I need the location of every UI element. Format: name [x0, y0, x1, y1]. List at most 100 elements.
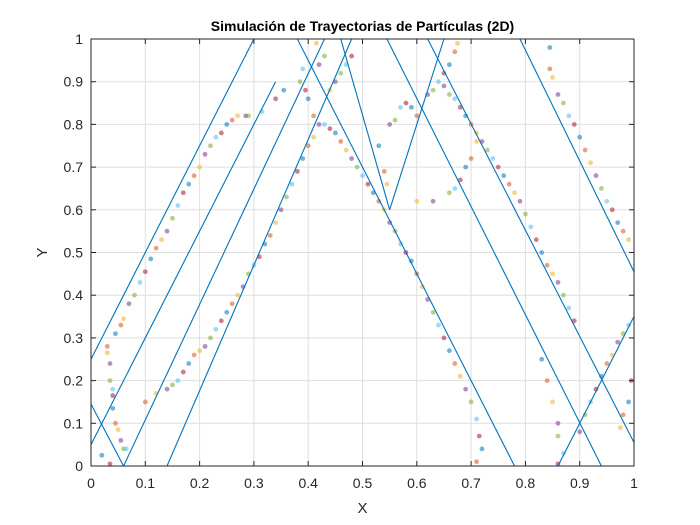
scatter-point — [316, 122, 322, 127]
scatter-point — [523, 211, 528, 217]
scatter-point — [555, 279, 561, 285]
scatter-point — [550, 75, 555, 80]
scatter-point — [213, 134, 219, 140]
scatter-point — [446, 190, 452, 196]
scatter-point — [484, 147, 490, 153]
scatter-point — [609, 207, 615, 213]
scatter-point — [338, 139, 344, 144]
x-tick-label: 0.2 — [190, 475, 210, 491]
scatter-point — [452, 186, 458, 191]
scatter-point — [311, 134, 317, 140]
scatter-point — [224, 122, 230, 127]
scatter-point — [490, 156, 496, 161]
scatter-point — [164, 386, 170, 392]
scatter-point — [626, 399, 631, 405]
scatter-point — [360, 173, 365, 179]
scatter-point — [452, 96, 458, 102]
scatter-point — [153, 245, 159, 251]
x-axis-label: X — [357, 500, 367, 517]
scatter-point — [148, 256, 154, 262]
scatter-point — [197, 348, 203, 354]
scatter-point — [441, 83, 447, 89]
scatter-point — [123, 446, 129, 452]
scatter-point — [571, 318, 577, 324]
scatter-point — [354, 164, 360, 170]
scatter-point — [229, 301, 235, 307]
scatter-point — [121, 316, 126, 322]
trajectory-line — [557, 316, 635, 467]
scatter-point — [430, 309, 436, 315]
scatter-point — [297, 79, 303, 85]
scatter-point — [539, 356, 545, 362]
scatter-point — [446, 92, 452, 97]
scatter-point — [452, 361, 458, 366]
scatter-point — [305, 96, 311, 102]
trajectory-lines — [90, 38, 635, 467]
scatter-point — [544, 262, 550, 268]
scatter-point — [110, 393, 116, 398]
scatter-point — [436, 79, 441, 85]
scatter-point — [175, 203, 181, 208]
scatter-point — [544, 378, 550, 383]
trajectory-line — [90, 403, 125, 467]
scatter-point — [113, 420, 118, 426]
scatter-point — [463, 164, 469, 170]
scatter-point — [533, 237, 539, 243]
y-axis-label: Y — [34, 247, 51, 257]
scatter-point — [506, 181, 512, 187]
x-tick-label: 0.4 — [298, 475, 318, 491]
scatter-point — [186, 181, 192, 187]
y-tick-label: 0.3 — [64, 330, 84, 346]
y-tick-label: 0.2 — [64, 373, 84, 389]
scatter-point — [479, 446, 485, 452]
scatter-point — [110, 386, 116, 392]
y-tick-label: 0.9 — [64, 74, 84, 90]
scatter-point — [208, 335, 213, 341]
scatter-point — [620, 412, 626, 418]
scatter-point — [218, 318, 224, 324]
scatter-point — [566, 113, 572, 119]
scatter-point — [566, 305, 572, 311]
scatter-point — [452, 49, 458, 55]
scatter-point — [332, 130, 338, 136]
scatter-point — [159, 237, 164, 243]
scatter-point — [202, 344, 208, 349]
scatter-point — [284, 194, 289, 200]
scatter-point — [555, 420, 561, 426]
scatter-point — [550, 271, 555, 277]
scatter-point — [107, 461, 113, 467]
scatter-points — [99, 40, 634, 467]
scatter-point — [118, 322, 124, 328]
scatter-point — [501, 173, 507, 179]
scatter-point — [322, 53, 327, 59]
trajectory-line — [296, 38, 516, 467]
scatter-point — [294, 168, 300, 174]
scatter-point — [132, 292, 137, 298]
scatter-point — [305, 143, 311, 149]
scatter-point — [246, 113, 251, 119]
scatter-point — [414, 113, 420, 119]
scatter-point — [457, 177, 463, 183]
y-tick-label: 1 — [75, 31, 83, 47]
scatter-point — [403, 100, 409, 106]
scatter-point — [115, 427, 121, 433]
trajectory-line — [90, 38, 255, 360]
scatter-point — [300, 156, 306, 161]
scatter-point — [476, 433, 482, 439]
scatter-point — [457, 373, 463, 379]
scatter-point — [343, 147, 349, 153]
scatter-point — [620, 228, 626, 234]
scatter-point — [468, 399, 474, 405]
scatter-point — [197, 164, 203, 170]
scatter-point — [303, 87, 308, 93]
trajectory-line — [90, 81, 277, 445]
trajectory-line — [166, 38, 353, 467]
scatter-point — [615, 339, 621, 345]
scatter-point — [175, 378, 181, 383]
y-tick-label: 0.6 — [64, 202, 84, 218]
scatter-point — [349, 156, 355, 161]
scatter-point — [137, 279, 143, 285]
scatter-point — [604, 361, 610, 366]
